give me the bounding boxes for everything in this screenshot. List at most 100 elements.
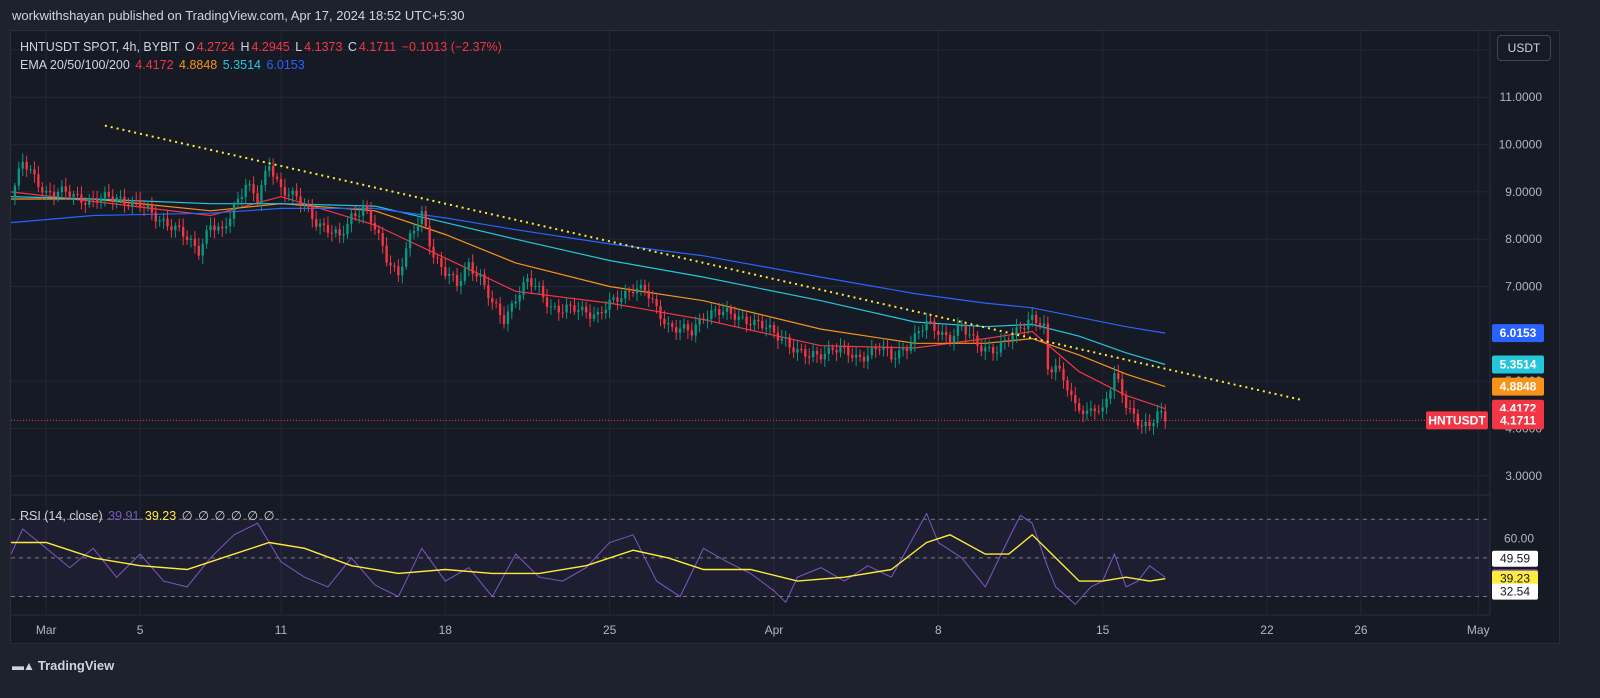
candle-body bbox=[530, 278, 533, 287]
candle bbox=[1136, 409, 1140, 430]
candle-body bbox=[483, 274, 486, 286]
candle bbox=[260, 179, 263, 212]
candle-body bbox=[506, 311, 510, 325]
candle-body bbox=[1101, 407, 1104, 412]
candle bbox=[393, 262, 396, 272]
candle bbox=[663, 310, 666, 329]
candle bbox=[424, 205, 427, 230]
candle-body bbox=[467, 262, 470, 269]
candle bbox=[287, 187, 290, 202]
candle bbox=[483, 268, 486, 290]
candle-body bbox=[534, 286, 537, 288]
candle bbox=[831, 344, 834, 355]
candle bbox=[170, 219, 173, 238]
candle bbox=[17, 161, 20, 191]
candle bbox=[463, 262, 467, 285]
candle bbox=[84, 197, 87, 213]
rsi-axis-label-bg bbox=[1492, 550, 1538, 567]
time-tick-label: 18 bbox=[439, 623, 453, 637]
candle-body bbox=[416, 224, 420, 231]
candle-body bbox=[788, 337, 791, 348]
candle bbox=[545, 288, 549, 314]
candle bbox=[800, 343, 803, 354]
candle-body bbox=[52, 192, 56, 197]
symbol-tag-text: HNTUSDT bbox=[1428, 413, 1486, 427]
candle-body bbox=[397, 266, 400, 276]
currency-button[interactable]: USDT bbox=[1497, 35, 1551, 61]
candle bbox=[835, 343, 838, 362]
candle bbox=[361, 199, 365, 224]
candle bbox=[944, 325, 948, 344]
candle bbox=[581, 301, 584, 317]
candle-body bbox=[260, 184, 263, 203]
rsi-value: 39.91 bbox=[108, 509, 140, 523]
candle-body bbox=[436, 257, 439, 259]
candle-body bbox=[819, 354, 823, 360]
time-tick-label: 5 bbox=[137, 623, 144, 637]
candle bbox=[502, 306, 506, 329]
ema-label[interactable]: EMA 20/50/100/200 bbox=[20, 58, 130, 72]
time-tick-label: 22 bbox=[1260, 623, 1274, 637]
candle bbox=[878, 343, 881, 356]
candle-body bbox=[956, 325, 960, 336]
candle bbox=[917, 326, 920, 340]
candle bbox=[565, 298, 568, 319]
candle-body bbox=[659, 306, 662, 320]
candle-body bbox=[291, 190, 294, 195]
candle bbox=[952, 328, 956, 351]
candle bbox=[729, 304, 733, 320]
candle-body bbox=[311, 207, 314, 220]
candle-body bbox=[401, 266, 404, 276]
candle bbox=[651, 290, 654, 304]
candle-body bbox=[858, 354, 862, 357]
candle bbox=[29, 165, 32, 174]
time-axis[interactable]: Mar 5 11 18 25 Apr 8 15 22 26 May bbox=[36, 623, 1490, 637]
candle bbox=[1066, 376, 1069, 397]
candle bbox=[1034, 310, 1038, 332]
candle-body bbox=[178, 225, 181, 227]
rsi-label[interactable]: RSI (14, close) bbox=[20, 509, 103, 523]
candle bbox=[577, 301, 580, 321]
empty-value: ∅ bbox=[214, 509, 226, 523]
candle bbox=[451, 271, 455, 282]
candle bbox=[784, 330, 787, 347]
candle-body bbox=[405, 248, 408, 267]
open-label: O bbox=[185, 40, 195, 54]
empty-value: ∅ bbox=[230, 509, 242, 523]
candle bbox=[1140, 419, 1143, 434]
candle bbox=[960, 319, 963, 332]
chart-canvas[interactable]: 12.000011.000010.00009.00008.00007.00005… bbox=[0, 0, 1600, 644]
candle-body bbox=[138, 199, 142, 207]
time-tick-label: 15 bbox=[1096, 623, 1110, 637]
candle bbox=[318, 218, 322, 235]
candle bbox=[346, 217, 349, 239]
candle-body bbox=[577, 310, 580, 312]
candle-body bbox=[776, 332, 780, 341]
candle-body bbox=[584, 306, 588, 313]
candle bbox=[1117, 364, 1120, 383]
candle-body bbox=[984, 347, 987, 352]
candle-body bbox=[1050, 369, 1053, 373]
candle bbox=[13, 182, 17, 206]
candle bbox=[209, 217, 212, 238]
price-axis[interactable]: 12.000011.000010.00009.00008.00007.00005… bbox=[1426, 43, 1544, 600]
candle bbox=[1089, 400, 1093, 417]
candle-body bbox=[835, 350, 838, 353]
candle bbox=[228, 211, 232, 233]
candle-body bbox=[287, 194, 290, 196]
candle-body bbox=[991, 347, 995, 354]
candle bbox=[107, 183, 110, 200]
symbol-label[interactable]: HNTUSDT SPOT, 4h, BYBIT bbox=[20, 40, 180, 54]
candle bbox=[796, 340, 799, 361]
candle bbox=[1027, 311, 1030, 335]
tradingview-logo[interactable]: ▬▲ TradingView bbox=[12, 658, 114, 673]
candle-body bbox=[749, 324, 752, 326]
candle-body bbox=[518, 294, 521, 302]
ema50-value: 4.8848 bbox=[179, 58, 218, 72]
candle-body bbox=[1113, 373, 1116, 391]
candle bbox=[436, 253, 439, 264]
candle-body bbox=[925, 321, 928, 331]
ema200-value: 6.0153 bbox=[266, 58, 305, 72]
candle bbox=[909, 335, 913, 354]
candle bbox=[256, 185, 259, 206]
